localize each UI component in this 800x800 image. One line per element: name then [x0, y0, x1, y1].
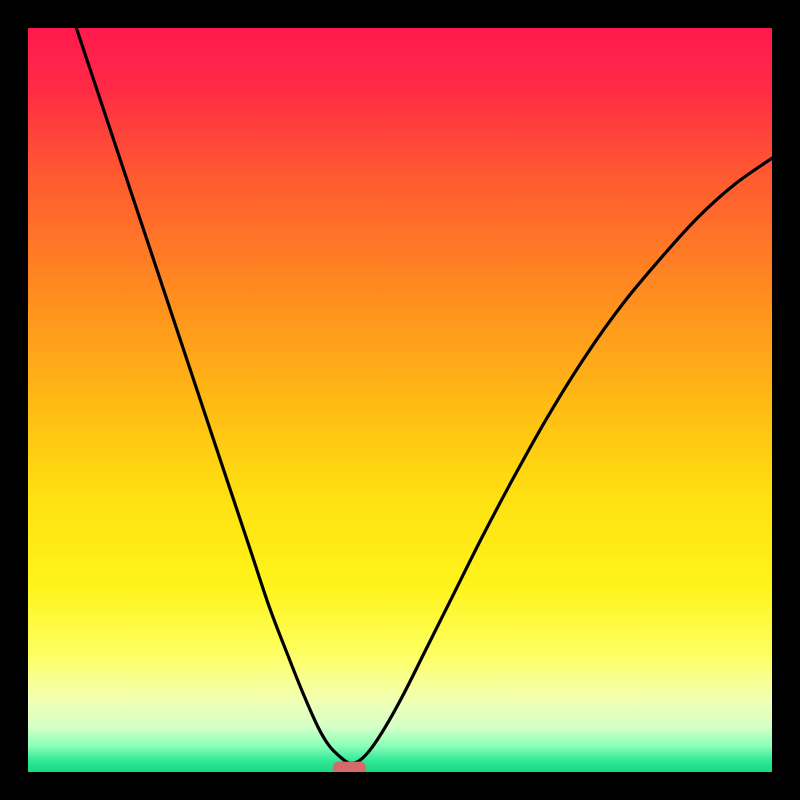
- chart-background: [28, 28, 772, 772]
- chart-svg: [28, 28, 772, 772]
- plot-area: [28, 28, 772, 772]
- chart-frame: TheBottleneck.com: [0, 0, 800, 800]
- optimal-marker: [333, 762, 366, 772]
